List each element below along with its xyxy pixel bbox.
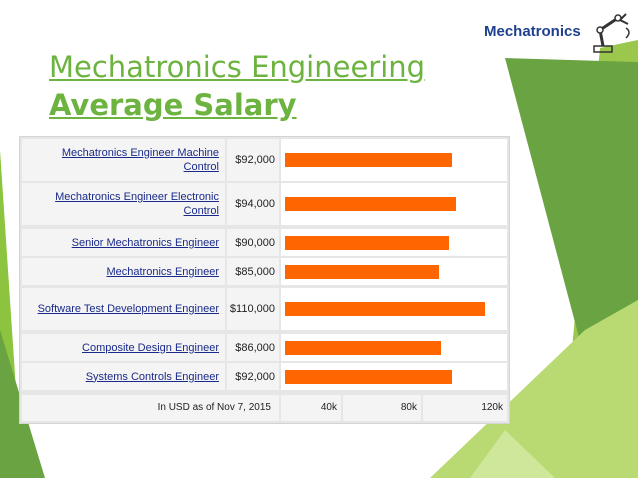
bar-cell bbox=[281, 334, 507, 361]
table-row: Mechatronics Engineer Machine Control $92… bbox=[20, 139, 509, 181]
table-row: Senior Mechatronics Engineer $90,000 bbox=[20, 229, 509, 256]
salary-value-label: $90,000 bbox=[235, 236, 275, 249]
salary-bar-chart: Mechatronics Engineer Machine Control $92… bbox=[19, 136, 510, 424]
bar-cell bbox=[281, 363, 507, 390]
table-row: Mechatronics Engineer Electronic Control… bbox=[20, 183, 509, 225]
slide-title[interactable]: Mechatronics Engineering bbox=[49, 50, 426, 84]
x-tick-cell: 40k bbox=[281, 395, 341, 421]
logo-text: Mechatronics bbox=[484, 23, 581, 40]
job-title-link[interactable]: Systems Controls Engineer bbox=[85, 370, 219, 383]
job-title-link[interactable]: Senior Mechatronics Engineer bbox=[71, 236, 219, 249]
job-title-cell: Systems Controls Engineer bbox=[22, 363, 225, 390]
salary-bar bbox=[285, 302, 485, 316]
job-title-cell: Mechatronics Engineer Electronic Control bbox=[22, 183, 225, 225]
x-tick-label: 120k bbox=[481, 402, 503, 413]
salary-cell: $86,000 bbox=[227, 334, 279, 361]
job-title-cell: Mechatronics Engineer bbox=[22, 258, 225, 285]
bar-cell bbox=[281, 183, 507, 225]
table-row: Software Test Development Engineer $110,0… bbox=[20, 288, 509, 330]
job-title-cell: Software Test Development Engineer bbox=[22, 288, 225, 330]
bar-cell bbox=[281, 258, 507, 285]
table-row: Composite Design Engineer $86,000 bbox=[20, 334, 509, 361]
salary-value-label: $110,000 bbox=[229, 303, 275, 315]
company-logo: Mechatronics bbox=[480, 8, 636, 54]
job-title-link[interactable]: Mechatronics Engineer bbox=[106, 265, 219, 278]
salary-bar bbox=[285, 369, 452, 384]
x-tick-cell: 120k bbox=[423, 395, 507, 421]
footnote-text: In USD as of Nov 7, 2015 bbox=[157, 402, 271, 413]
salary-bar bbox=[285, 340, 441, 355]
job-title-link[interactable]: Mechatronics Engineer Machine Control bbox=[61, 147, 219, 173]
job-title-link[interactable]: Mechatronics Engineer Electronic Control bbox=[55, 191, 219, 217]
chart-footnote: In USD as of Nov 7, 2015 bbox=[22, 395, 279, 421]
job-title-cell: Composite Design Engineer bbox=[22, 334, 225, 361]
x-tick-label: 80k bbox=[400, 402, 417, 413]
salary-cell: $92,000 bbox=[227, 139, 279, 181]
slide-subtitle[interactable]: Average Salary bbox=[49, 88, 297, 122]
bar-cell bbox=[281, 229, 507, 256]
job-title-link[interactable]: Software Test Development Engineer bbox=[37, 303, 219, 315]
salary-cell: $90,000 bbox=[227, 229, 279, 256]
robot-arm-icon bbox=[593, 13, 630, 53]
salary-bar bbox=[285, 235, 449, 250]
salary-bar bbox=[285, 264, 439, 279]
salary-cell: $94,000 bbox=[227, 183, 279, 225]
bar-cell bbox=[281, 288, 507, 330]
salary-value-label: $94,000 bbox=[235, 198, 275, 210]
salary-bar bbox=[285, 197, 456, 211]
job-title-cell: Mechatronics Engineer Machine Control bbox=[22, 139, 225, 181]
table-row: Mechatronics Engineer $85,000 bbox=[20, 258, 509, 285]
salary-cell: $85,000 bbox=[227, 258, 279, 285]
salary-value-label: $85,000 bbox=[235, 265, 275, 278]
salary-bar bbox=[285, 153, 452, 167]
table-row: Systems Controls Engineer $92,000 bbox=[20, 363, 509, 390]
salary-value-label: $92,000 bbox=[235, 154, 275, 166]
salary-cell: $92,000 bbox=[227, 363, 279, 390]
job-title-cell: Senior Mechatronics Engineer bbox=[22, 229, 225, 256]
salary-value-label: $92,000 bbox=[235, 370, 275, 383]
salary-cell: $110,000 bbox=[227, 288, 279, 330]
x-tick-cell: 80k bbox=[343, 395, 421, 421]
job-title-link[interactable]: Composite Design Engineer bbox=[82, 341, 219, 354]
chart-footer: In USD as of Nov 7, 2015 40k 80k 120k bbox=[20, 395, 509, 421]
bar-cell bbox=[281, 139, 507, 181]
x-tick-label: 40k bbox=[320, 402, 337, 413]
salary-value-label: $86,000 bbox=[235, 341, 275, 354]
